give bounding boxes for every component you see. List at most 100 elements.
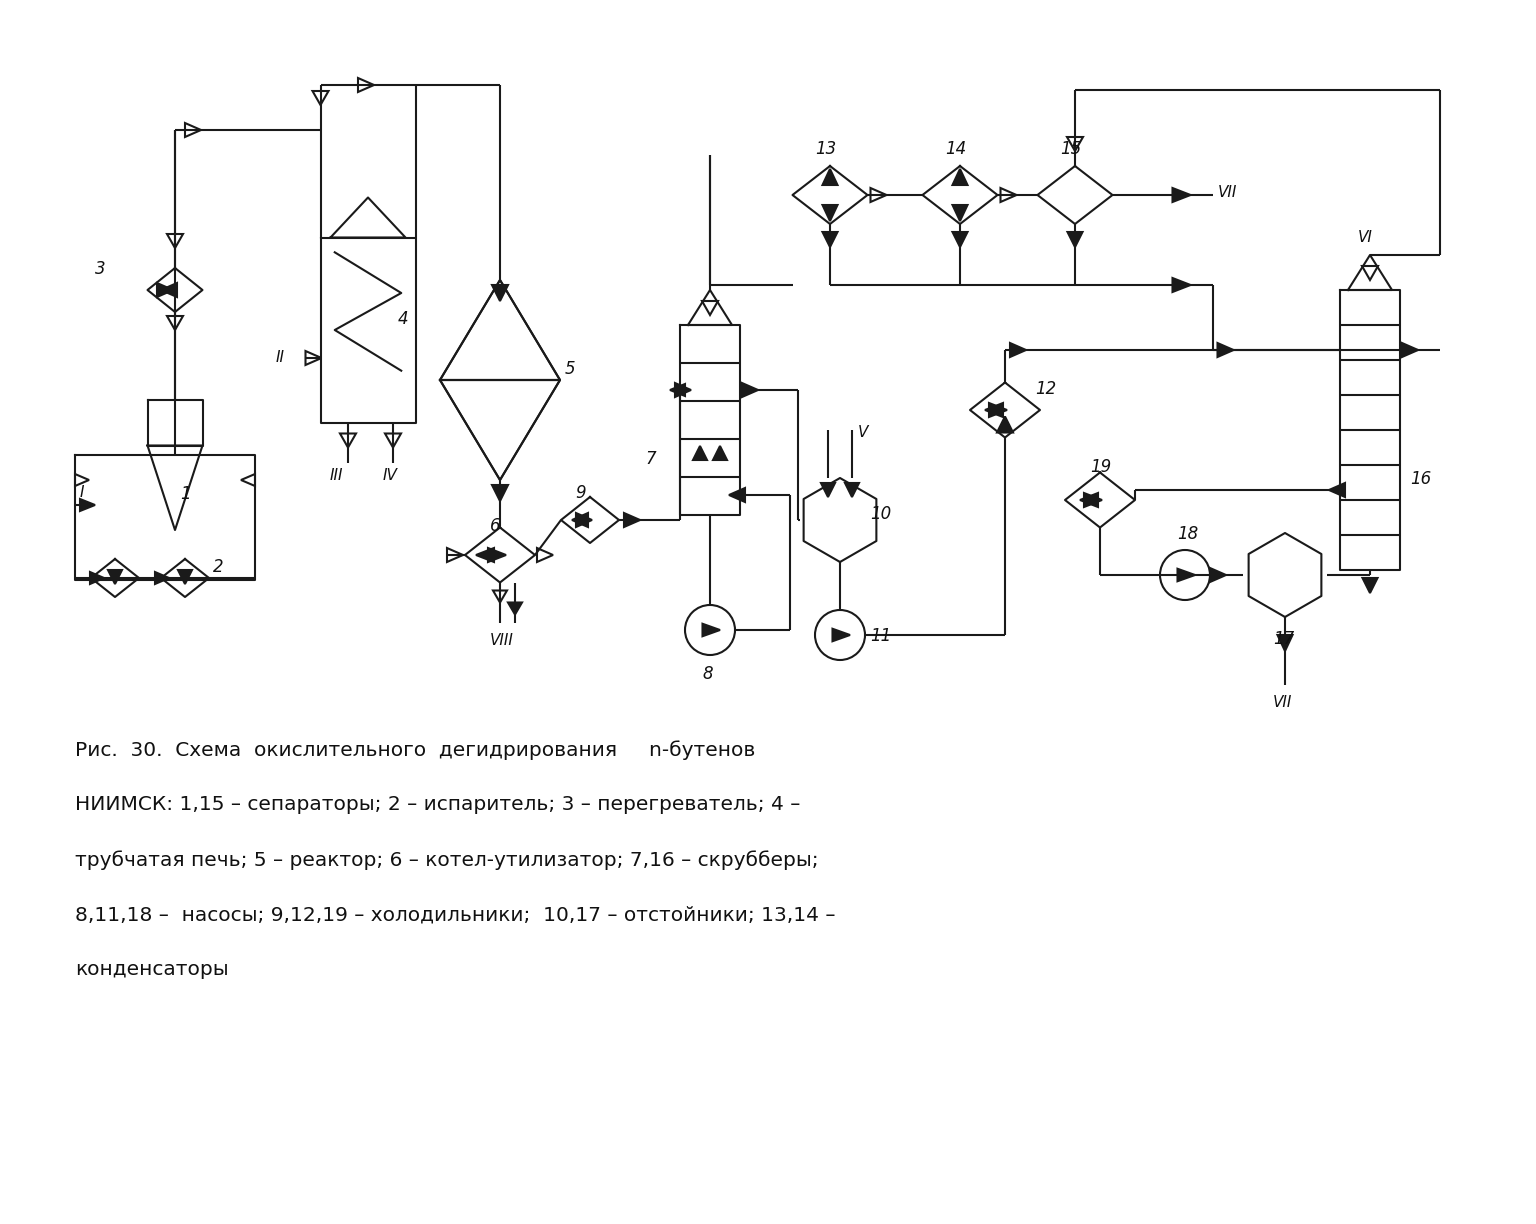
Polygon shape (674, 383, 691, 397)
Polygon shape (508, 602, 522, 614)
Text: VI: VI (1358, 230, 1373, 245)
Polygon shape (1172, 278, 1190, 293)
Polygon shape (155, 572, 169, 584)
Polygon shape (108, 570, 121, 584)
Polygon shape (571, 513, 588, 528)
Text: 3: 3 (95, 259, 106, 278)
Polygon shape (157, 283, 174, 297)
Polygon shape (75, 474, 89, 486)
Polygon shape (1178, 569, 1195, 581)
Polygon shape (952, 169, 968, 185)
Polygon shape (624, 513, 641, 528)
Polygon shape (1329, 483, 1346, 497)
Text: 8: 8 (702, 665, 713, 683)
Text: 9: 9 (574, 483, 585, 502)
Polygon shape (1362, 578, 1378, 592)
Polygon shape (833, 629, 849, 641)
Polygon shape (312, 91, 329, 105)
Text: IV: IV (382, 468, 398, 482)
Text: 19: 19 (1091, 458, 1111, 476)
Text: 17: 17 (1273, 630, 1295, 647)
Polygon shape (1068, 137, 1083, 151)
Text: 16: 16 (1410, 470, 1432, 488)
Polygon shape (493, 590, 507, 602)
Polygon shape (822, 169, 837, 185)
Text: конденсаторы: конденсаторы (75, 960, 229, 979)
Polygon shape (989, 403, 1008, 417)
Text: трубчатая печь; 5 – реактор; 6 – котел-утилизатор; 7,16 – скрубберы;: трубчатая печь; 5 – реактор; 6 – котел-у… (75, 849, 819, 870)
Text: Рис.  30.  Схема  окислительного  дегидрирования     n-бутенов: Рис. 30. Схема окислительного дегидриров… (75, 741, 756, 760)
Polygon shape (730, 488, 745, 502)
Polygon shape (1080, 493, 1098, 507)
Polygon shape (822, 483, 836, 497)
Text: VIII: VIII (490, 633, 515, 647)
Polygon shape (306, 351, 321, 365)
Polygon shape (1000, 188, 1017, 202)
Polygon shape (822, 233, 837, 247)
Polygon shape (693, 446, 707, 460)
Polygon shape (702, 624, 720, 636)
Polygon shape (702, 301, 717, 315)
Text: 10: 10 (869, 506, 891, 523)
Polygon shape (952, 204, 968, 222)
Polygon shape (538, 548, 553, 562)
Polygon shape (476, 548, 495, 562)
Text: 15: 15 (1060, 140, 1081, 158)
Text: 2: 2 (214, 558, 224, 577)
Text: 12: 12 (1035, 379, 1057, 398)
Polygon shape (492, 285, 508, 301)
Text: 6: 6 (490, 517, 501, 535)
Circle shape (816, 610, 865, 660)
Text: НИИМСК: 1,15 – сепараторы; 2 – испаритель; 3 – перегреватель; 4 –: НИИМСК: 1,15 – сепараторы; 2 – испарител… (75, 796, 800, 814)
Polygon shape (339, 433, 356, 448)
Polygon shape (997, 416, 1014, 432)
Polygon shape (488, 548, 505, 562)
Polygon shape (845, 483, 859, 497)
Polygon shape (178, 570, 192, 584)
Polygon shape (742, 383, 757, 397)
Text: 7: 7 (645, 450, 656, 468)
Circle shape (685, 605, 736, 655)
Polygon shape (1362, 266, 1378, 280)
Polygon shape (167, 234, 183, 248)
Polygon shape (1218, 343, 1233, 357)
Text: 8,11,18 –  насосы; 9,12,19 – холодильники;  10,17 – отстойники; 13,14 –: 8,11,18 – насосы; 9,12,19 – холодильники… (75, 905, 836, 924)
Text: V: V (859, 425, 868, 439)
Polygon shape (184, 122, 201, 137)
Text: I: I (80, 485, 84, 499)
Circle shape (1160, 550, 1210, 600)
Polygon shape (386, 433, 401, 448)
Polygon shape (985, 403, 1003, 417)
Polygon shape (91, 572, 104, 584)
Polygon shape (822, 204, 837, 222)
Polygon shape (1278, 635, 1292, 651)
Polygon shape (576, 513, 591, 528)
Polygon shape (1068, 233, 1083, 247)
Text: II: II (275, 350, 284, 365)
Polygon shape (492, 485, 508, 501)
Text: 1: 1 (180, 485, 190, 503)
Polygon shape (713, 446, 727, 460)
Polygon shape (871, 188, 886, 202)
Text: III: III (330, 468, 344, 482)
Text: VII: VII (1218, 185, 1236, 200)
Polygon shape (447, 548, 462, 562)
Text: 14: 14 (945, 140, 966, 158)
Text: 5: 5 (565, 360, 576, 378)
Text: 13: 13 (816, 140, 836, 158)
Text: 18: 18 (1177, 525, 1198, 543)
Polygon shape (358, 78, 373, 92)
Polygon shape (161, 283, 177, 297)
Text: 11: 11 (869, 627, 891, 645)
Polygon shape (1084, 493, 1101, 507)
Text: VII: VII (1273, 695, 1292, 710)
Polygon shape (167, 316, 183, 330)
Polygon shape (1402, 343, 1418, 357)
Polygon shape (1172, 188, 1190, 202)
Polygon shape (670, 384, 685, 397)
Polygon shape (1210, 568, 1226, 581)
Polygon shape (80, 499, 95, 510)
Text: 4: 4 (398, 310, 409, 328)
Polygon shape (1011, 343, 1026, 357)
Polygon shape (241, 474, 255, 486)
